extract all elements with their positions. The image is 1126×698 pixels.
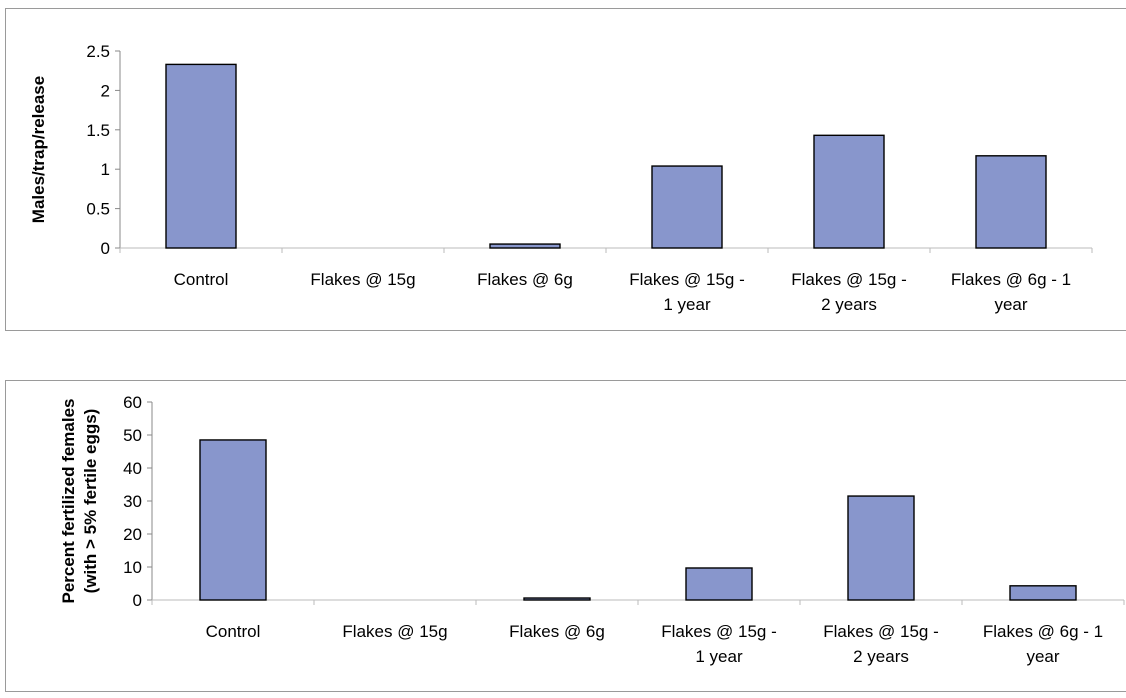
bar-males-0 <box>165 63 237 249</box>
y-axis-title: Percent fertilized females (with > 5% fer… <box>59 398 100 603</box>
x-category-label: Flakes @ 6g <box>477 270 573 289</box>
x-category-label: Flakes @ 6g <box>509 622 605 641</box>
y-tick-label: 0.5 <box>86 200 110 219</box>
chart-males-per-trap: 0 0.5 1 1.5 2 2.5 Control Flakes @ 15g Flakes @ … <box>29 42 1093 314</box>
y-tick-label: 2 <box>101 81 110 100</box>
chart-percent-fertilized: 0 10 20 30 40 50 60 Control Flakes @ 15g Flakes @… <box>59 393 1125 666</box>
x-category-label: Flakes @ 6g - 1 year <box>951 270 1071 314</box>
x-category-label: Flakes @ 15g -1 year <box>629 270 745 314</box>
y-tick-label: 10 <box>123 558 142 577</box>
bar-fertilized-2 <box>523 597 591 601</box>
x-category-label: Flakes @ 15g -1 year <box>661 622 777 666</box>
y-tick-label: 50 <box>123 426 142 445</box>
bar-fertilized-3 <box>685 567 753 601</box>
bar-males-3 <box>651 165 723 249</box>
chart-panel-fertilized: 0 10 20 30 40 50 60 Control Flakes @ 15g Flakes @… <box>5 380 1126 692</box>
bar-males-5 <box>975 155 1047 249</box>
x-category-label: Flakes @ 6g - 1 year <box>983 622 1103 666</box>
x-category-label: Flakes @ 15g <box>342 622 447 641</box>
y-tick-label: 0 <box>133 591 142 610</box>
x-category-label: Control <box>206 622 261 641</box>
bar-fertilized-4 <box>847 495 915 601</box>
bar-males-2 <box>489 243 561 249</box>
x-category-label: Flakes @ 15g -2 years <box>823 622 939 666</box>
y-tick-label: 20 <box>123 525 142 544</box>
y-tick-label: 60 <box>123 393 142 412</box>
y-tick-label: 1 <box>101 160 110 179</box>
bar-males-4 <box>813 134 885 249</box>
x-category-label: Control <box>174 270 229 289</box>
y-tick-label: 40 <box>123 459 142 478</box>
bar-fertilized-5 <box>1009 585 1077 601</box>
chart-panel-males: 0 0.5 1 1.5 2 2.5 Control Flakes @ 15g Flakes @ … <box>5 8 1126 331</box>
y-tick-label: 1.5 <box>86 121 110 140</box>
y-tick-label: 30 <box>123 492 142 511</box>
y-tick-label: 0 <box>101 239 110 258</box>
y-axis-title: Males/trap/release <box>29 76 48 223</box>
x-category-label: Flakes @ 15g <box>310 270 415 289</box>
y-tick-label: 2.5 <box>86 42 110 61</box>
bar-fertilized-0 <box>199 439 267 601</box>
x-category-label: Flakes @ 15g -2 years <box>791 270 907 314</box>
